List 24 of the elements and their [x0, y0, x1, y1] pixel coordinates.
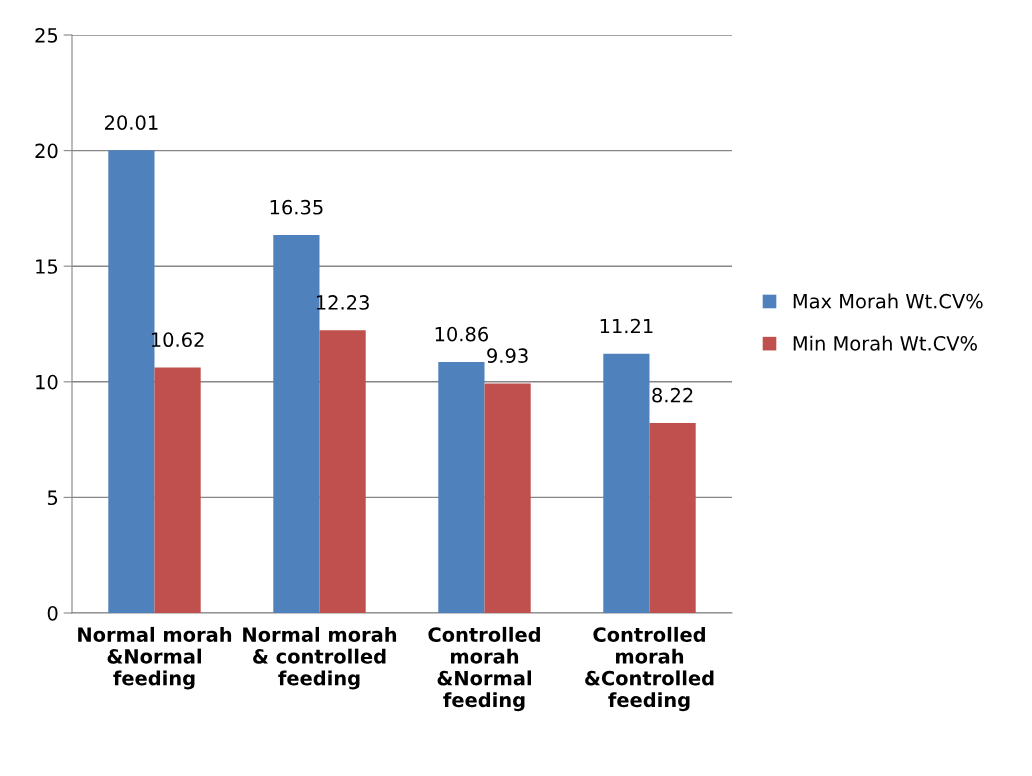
legend-label: Min Morah Wt.CV% — [793, 335, 977, 351]
y-tick-label: 25 — [35, 27, 58, 43]
bar — [603, 353, 650, 613]
y-tick-label: 10 — [36, 374, 58, 390]
x-tick-label: Normal morah & controlled feeding — [243, 626, 397, 690]
data-label: 8.22 — [652, 387, 693, 403]
y-tick-label: 0 — [47, 605, 58, 621]
y-tick-label: 20 — [35, 143, 58, 159]
data-label: 10.86 — [435, 326, 489, 342]
y-tick-label: 15 — [36, 259, 58, 274]
data-label: 9.93 — [487, 348, 528, 363]
x-tick-label: Controlled morah &Controlled feeding — [585, 626, 714, 712]
bar — [319, 330, 366, 613]
bar — [154, 367, 201, 613]
bar — [649, 422, 696, 613]
bar — [438, 361, 485, 613]
legend-label: Max Morah Wt.CV% — [793, 293, 983, 309]
y-tick-label: 5 — [47, 490, 58, 506]
data-label: 16.35 — [270, 199, 323, 215]
data-label: 20.01 — [104, 115, 158, 130]
x-tick-label: Controlled morah &Normal feeding — [428, 626, 540, 712]
x-tick-label: Normal morah &Normal feeding — [78, 626, 232, 690]
data-label: 11.21 — [600, 318, 653, 334]
bar — [484, 383, 531, 613]
